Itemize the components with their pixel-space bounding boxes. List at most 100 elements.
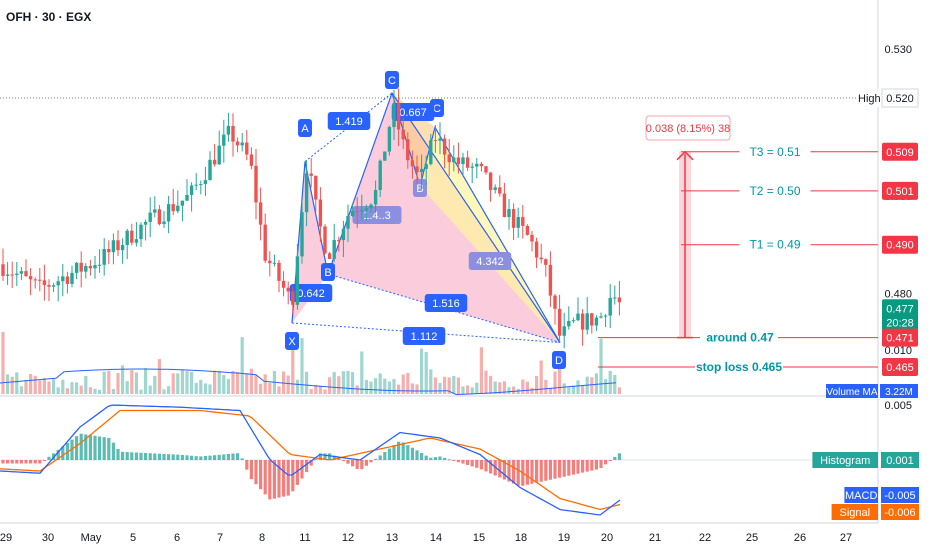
volume-bar <box>286 375 290 394</box>
volume-bar <box>259 383 263 394</box>
histogram-bar <box>222 454 226 460</box>
histogram-bar <box>6 460 10 464</box>
histogram-bar <box>286 460 290 496</box>
time-tick: 5 <box>130 532 136 544</box>
volume-bar <box>530 387 534 394</box>
volume-bar <box>291 336 295 394</box>
volume-bar <box>360 351 364 394</box>
ratio-label-box <box>391 103 435 121</box>
volume-bar <box>456 377 460 394</box>
candle-body <box>534 241 539 258</box>
histogram-bar <box>406 445 410 460</box>
volume-bar <box>176 373 180 394</box>
candle-body <box>249 154 254 166</box>
volume-bar <box>567 387 571 394</box>
volume-ma-value-box <box>880 384 918 398</box>
volume-bar <box>162 389 166 394</box>
candle-body <box>383 151 387 161</box>
candle-body <box>222 134 226 146</box>
volume-bar <box>10 376 14 394</box>
pattern-point-x: X <box>288 336 296 348</box>
histogram-bar <box>433 457 437 460</box>
candle-body <box>171 204 175 212</box>
candle-body <box>452 157 456 163</box>
candle-body <box>272 262 277 264</box>
histogram-bar <box>162 453 166 460</box>
histogram-bar <box>213 455 217 460</box>
volume-bar <box>447 377 451 394</box>
candle-body <box>364 208 369 211</box>
ratio-label: 4.342 <box>476 256 504 268</box>
histogram-bar <box>470 460 474 467</box>
candle-body <box>433 140 438 142</box>
volume-bar <box>544 379 548 394</box>
pattern-point-a: A <box>301 123 309 135</box>
volume-bar <box>185 371 189 394</box>
volume-bar <box>157 359 161 394</box>
histogram-bar <box>466 460 470 465</box>
candle-body <box>424 164 428 169</box>
volume-bar <box>245 373 249 394</box>
histogram-bar <box>378 455 382 460</box>
pattern-inner-lines <box>391 92 561 343</box>
candle-body <box>65 276 70 284</box>
volume-bar <box>180 369 184 394</box>
candle-body <box>295 256 300 305</box>
candle-body <box>580 313 585 330</box>
histogram-bar <box>199 456 203 460</box>
volume-bar <box>29 374 33 394</box>
histogram-bar <box>231 453 235 460</box>
histogram-bar <box>332 455 336 460</box>
volume-bar <box>351 372 355 394</box>
histogram-bar <box>351 460 355 467</box>
histogram-bar <box>84 434 88 460</box>
volume-bar <box>424 352 428 394</box>
stop-label: stop loss 0.465 <box>696 360 782 374</box>
candle-body <box>369 204 373 209</box>
candle-body <box>479 163 484 167</box>
candle-body <box>567 321 571 327</box>
time-tick: 29 <box>0 532 12 544</box>
histogram-bar <box>479 460 483 470</box>
volume-bar <box>295 379 299 394</box>
volume-ma-line <box>0 368 617 396</box>
volume-bar <box>590 377 594 394</box>
volume-bars <box>0 332 621 396</box>
ac-dotted <box>304 92 393 162</box>
level-value: 0.471 <box>886 333 914 345</box>
candle-body <box>88 266 93 269</box>
macd-legend-value: -0.006 <box>884 507 915 519</box>
candle-body <box>157 209 162 225</box>
volume-bar <box>415 384 419 394</box>
volume-bar <box>139 389 143 394</box>
countdown: 20:28 <box>886 317 914 329</box>
histogram-bar <box>309 460 313 466</box>
candle-body <box>475 163 479 167</box>
histogram-bar <box>397 441 401 460</box>
candle-body <box>97 264 102 266</box>
axes: 0.5300.5200.5100.5000.4900.4800.4700.010… <box>0 44 919 544</box>
candle-body <box>254 165 258 203</box>
candle-body <box>185 194 189 201</box>
volume-bar <box>314 384 318 394</box>
candle-body <box>355 210 359 212</box>
histogram-bar <box>249 460 253 480</box>
candle-body <box>419 168 424 173</box>
histogram-bar <box>415 450 419 460</box>
volume-bar <box>107 370 111 394</box>
entry-label: around 0.47 <box>706 331 774 345</box>
target-label: T3 = 0.51 <box>749 145 800 159</box>
time-tick: 8 <box>259 532 265 544</box>
ratio-label: 1.516 <box>432 298 460 310</box>
time-tick: May <box>81 532 102 544</box>
level-value: 0.490 <box>886 240 914 252</box>
grid <box>0 0 879 524</box>
time-tick: 15 <box>473 532 485 544</box>
volume-bar <box>383 378 387 394</box>
candle-body <box>42 280 47 286</box>
volume-bar <box>84 375 88 394</box>
volume-bar <box>153 375 157 394</box>
candle-body <box>240 142 244 146</box>
volume-bar <box>548 387 552 394</box>
